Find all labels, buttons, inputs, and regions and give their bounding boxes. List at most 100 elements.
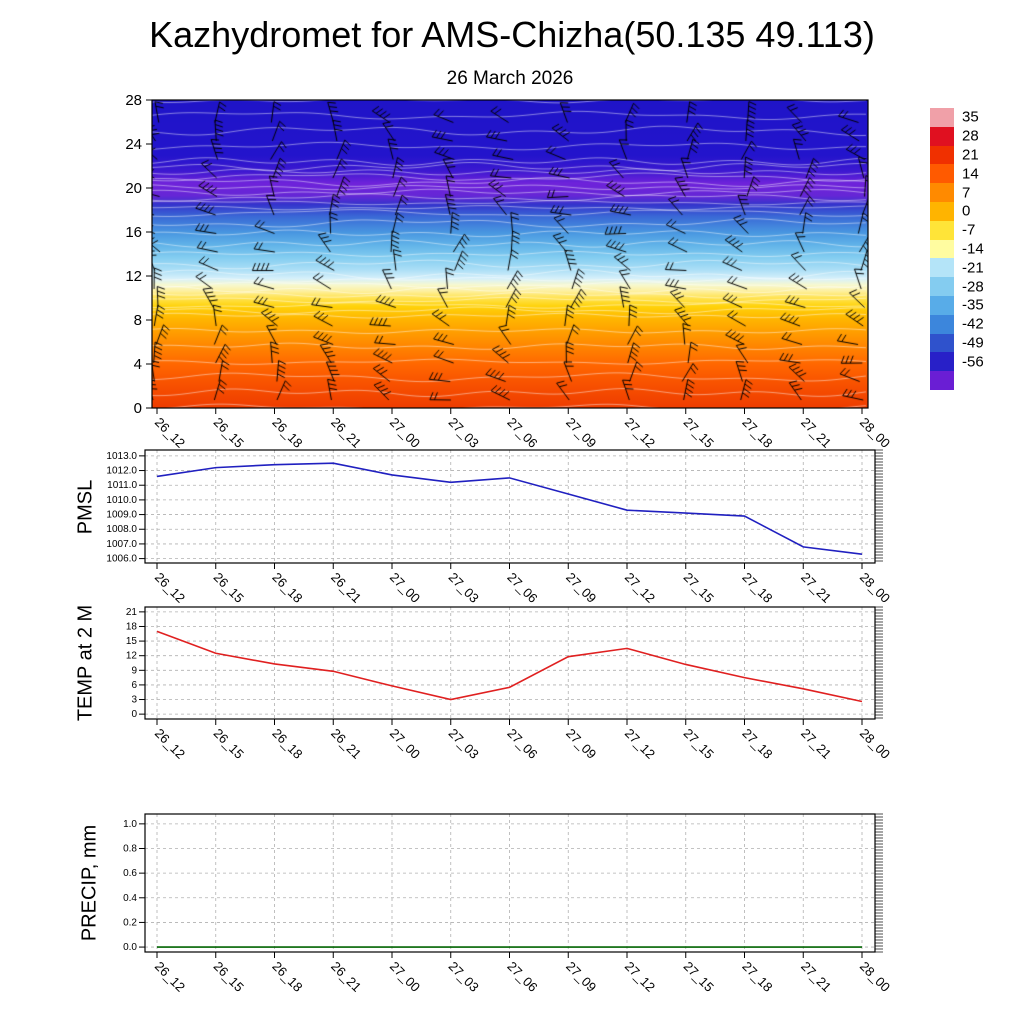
colorbar-band [930, 333, 954, 353]
colorbar-tick-label: -35 [962, 296, 984, 314]
x-tick-label: 27_18 [739, 726, 775, 762]
y-tick-label: 1008.0 [106, 524, 137, 535]
y-tick-label: 15 [126, 636, 138, 647]
x-tick-label: 27_03 [446, 726, 482, 762]
colorbar-band [930, 295, 954, 315]
colorbar-tick-label: -14 [962, 240, 984, 258]
colorbar-band [930, 164, 954, 184]
x-tick-label: 27_21 [798, 570, 834, 606]
x-tick-label: 27_21 [798, 959, 834, 995]
x-tick-label: 26_12 [152, 726, 188, 762]
x-tick-label: 26_18 [269, 959, 305, 995]
x-tick-label: 26_15 [211, 726, 247, 762]
y-tick-label: 1012.0 [106, 466, 137, 477]
x-tick-label: 26_21 [328, 959, 364, 995]
y-tick-label: 1007.0 [106, 539, 137, 550]
x-tick-label: 27_06 [504, 415, 540, 451]
y-tick-label: 1009.0 [106, 510, 137, 521]
x-tick-label: 27_09 [563, 959, 599, 995]
x-tick-label: 27_03 [446, 570, 482, 606]
x-tick-label: 27_18 [739, 570, 775, 606]
x-tick-label: 27_18 [739, 959, 775, 995]
y-tick-label: 0 [134, 400, 142, 417]
colorbar-tick-label: 0 [962, 202, 971, 220]
colorbar-band [930, 201, 954, 221]
y-tick-label: 16 [125, 224, 142, 241]
colorbar-band [930, 220, 954, 240]
x-tick-label: 26_12 [152, 415, 188, 451]
y-tick-label: 0 [131, 709, 137, 720]
y-tick-label: 0.8 [123, 844, 137, 855]
y-tick-label: 4 [134, 356, 142, 373]
x-tick-label: 27_15 [681, 415, 717, 451]
y-tick-label: 1.0 [123, 819, 137, 830]
colorbar-band [930, 258, 954, 278]
x-tick-label: 27_12 [622, 959, 658, 995]
x-tick-label: 27_06 [504, 726, 540, 762]
date-title: 26 March 2026 [446, 68, 574, 89]
y-tick-label: 9 [131, 665, 137, 676]
x-tick-label: 27_03 [446, 959, 482, 995]
x-tick-label: 26_21 [328, 415, 364, 451]
x-tick-label: 27_09 [563, 415, 599, 451]
y-tick-label: 21 [126, 607, 138, 618]
colorbar-tick-label: -28 [962, 278, 984, 296]
x-tick-label: 26_15 [211, 570, 247, 606]
x-tick-label: 28_00 [857, 726, 893, 762]
x-tick-label: 27_09 [563, 726, 599, 762]
precip-axis-label: PRECIP, mm [78, 824, 101, 942]
x-tick-label: 27_06 [504, 570, 540, 606]
colorbar-tick-label: 35 [962, 108, 979, 126]
x-tick-label: 27_12 [622, 570, 658, 606]
x-tick-label: 26_15 [211, 959, 247, 995]
x-tick-label: 26_18 [269, 726, 305, 762]
y-tick-label: 12 [126, 651, 138, 662]
precip-chart: 0.0 0.2 0.4 0.6 0.8 1.0 26_12 26_15 26_18 26_21 27… [123, 813, 893, 995]
x-tick-label: 27_03 [446, 415, 482, 451]
x-tick-label: 27_00 [387, 959, 423, 995]
y-tick-label: 28 [125, 92, 142, 109]
colorbar-tick-label: -49 [962, 334, 984, 352]
colorbar-band [930, 108, 954, 127]
colorbar-band [930, 239, 954, 259]
x-tick-label: 26_12 [152, 570, 188, 606]
wind-barbs-layer [152, 100, 868, 408]
y-tick-label: 1010.0 [106, 495, 137, 506]
pmsl-line [156, 462, 863, 555]
x-tick-label: 26_21 [328, 726, 364, 762]
x-tick-label: 27_12 [622, 415, 658, 451]
y-tick-label: 0.6 [123, 868, 137, 879]
x-tick-label: 27_00 [387, 415, 423, 451]
x-tick-label: 27_12 [622, 726, 658, 762]
colorbar-tick-label: 14 [962, 165, 979, 183]
colorbar-band [930, 314, 954, 334]
x-tick-label: 27_15 [681, 726, 717, 762]
pmsl-axis-label: PMSL [74, 479, 97, 535]
x-tick-label: 26_12 [152, 959, 188, 995]
x-tick-label: 28_00 [857, 959, 893, 995]
colorbar-band [930, 352, 954, 372]
temp2m-chart: 0 3 6 9 12 15 18 21 26_12 26_15 26_18 26_21 27_00 27_… [126, 606, 893, 762]
x-tick-label: 27_15 [681, 570, 717, 606]
y-tick-label: 0.2 [123, 917, 137, 928]
y-tick-label: 1011.0 [107, 480, 137, 491]
y-tick-label: 20 [125, 180, 142, 197]
y-tick-label: 12 [125, 268, 142, 285]
y-tick-label: 0.0 [123, 942, 137, 953]
x-tick-label: 27_21 [798, 726, 834, 762]
x-tick-label: 26_18 [269, 570, 305, 606]
x-tick-label: 26_18 [269, 415, 305, 451]
page-title: Kazhydromet for AMS-Chizha(50.135 49.113… [149, 14, 875, 55]
colorbar-band [930, 371, 954, 390]
x-tick-label: 27_21 [798, 415, 834, 451]
colorbar-tick-label: -42 [962, 315, 984, 333]
x-tick-label: 27_00 [387, 726, 423, 762]
temp-axis-label: TEMP at 2 M [74, 604, 97, 722]
x-tick-label: 26_21 [328, 570, 364, 606]
x-tick-label: 26_15 [211, 415, 247, 451]
y-tick-label: 18 [126, 621, 138, 632]
y-tick-label: 24 [125, 136, 142, 153]
x-tick-label: 27_06 [504, 959, 540, 995]
colorbar-tick-label: 7 [962, 184, 971, 202]
